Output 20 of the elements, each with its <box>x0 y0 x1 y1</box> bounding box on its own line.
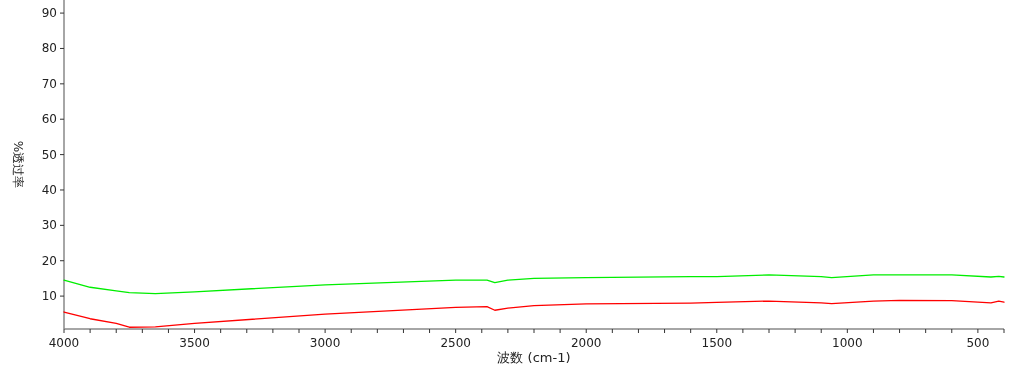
y-tick-label: 10 <box>41 289 57 304</box>
x-tick-label: 500 <box>966 336 990 350</box>
x-tick-label: 3000 <box>309 336 341 350</box>
x-tick-label: 3500 <box>179 336 210 350</box>
y-tick-label: 20 <box>41 253 57 268</box>
line-series <box>63 274 1005 295</box>
x-tick-label: 1000 <box>832 336 863 350</box>
y-tick-label: 80 <box>41 41 57 56</box>
x-tick-label: 2000 <box>570 336 602 350</box>
y-tick-label: 30 <box>41 218 57 233</box>
x-tick-label: 1500 <box>701 336 733 350</box>
y-tick-label: 50 <box>41 147 57 162</box>
x-tick-label: 2500 <box>440 336 471 350</box>
x-tick-label: 4000 <box>48 336 80 350</box>
y-tick-label: 40 <box>41 182 57 197</box>
x-axis-title: 波数 (cm-1) <box>497 350 571 365</box>
y-tick-label: 90 <box>41 6 57 21</box>
y-tick-label: 60 <box>41 112 57 127</box>
y-axis-title: %透过率 <box>11 140 25 189</box>
y-tick-label: 70 <box>41 76 57 91</box>
